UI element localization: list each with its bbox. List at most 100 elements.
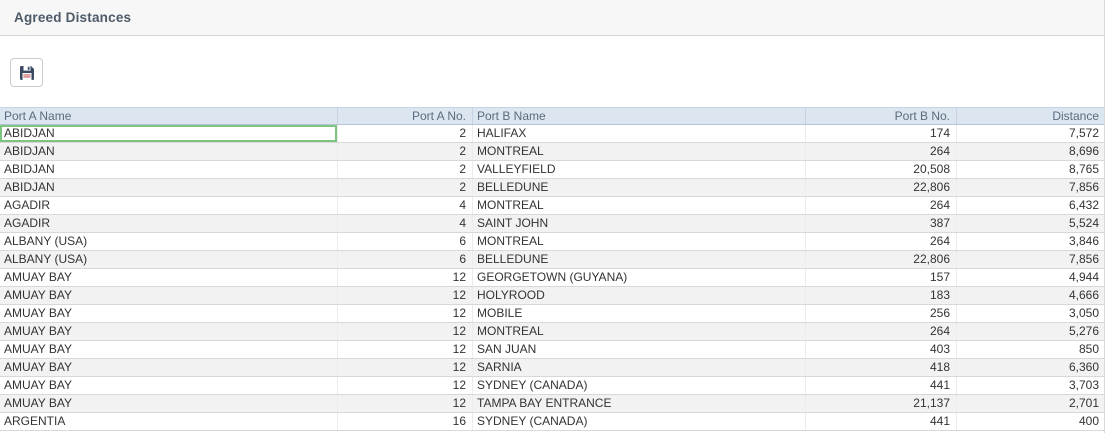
table-row: ALBANY (USA) 6 MONTREAL 264 3,846: [0, 233, 1104, 251]
cell-port-a-no[interactable]: 2: [338, 179, 473, 196]
cell-port-a-no[interactable]: 12: [338, 341, 473, 358]
cell-port-b-no[interactable]: 387: [806, 215, 957, 232]
cell-distance[interactable]: 5,524: [1068, 216, 1099, 230]
cell-distance[interactable]: 4,944: [1068, 270, 1099, 284]
column-header-port-b-name[interactable]: Port B Name: [473, 108, 806, 124]
column-header-port-b-no[interactable]: Port B No.: [806, 108, 957, 124]
cell-port-b-no[interactable]: 21,137: [806, 395, 957, 412]
cell-port-b-name[interactable]: MOBILE: [473, 305, 806, 322]
cell-port-a-no[interactable]: 2: [338, 143, 473, 160]
cell-port-a-no[interactable]: 16: [338, 413, 473, 430]
cell-port-b-name[interactable]: HOLYROOD: [473, 287, 806, 304]
table-row: ABIDJAN 2 BELLEDUNE 22,806 7,856: [0, 179, 1104, 197]
cell-distance[interactable]: 5,276: [1068, 324, 1099, 338]
cell-port-b-name[interactable]: SAN JUAN: [473, 341, 806, 358]
column-header-distance[interactable]: Distance: [1052, 109, 1099, 123]
cell-port-a-no[interactable]: 6: [338, 233, 473, 250]
cell-port-b-no[interactable]: 264: [806, 233, 957, 250]
cell-port-a-no[interactable]: 2: [338, 161, 473, 178]
toolbar: [0, 36, 1104, 107]
cell-port-b-name[interactable]: TAMPA BAY ENTRANCE: [473, 395, 806, 412]
cell-port-a-no[interactable]: 12: [338, 287, 473, 304]
cell-port-b-name[interactable]: SYDNEY (CANADA): [473, 413, 806, 430]
table-row: ALBANY (USA) 6 BELLEDUNE 22,806 7,856: [0, 251, 1104, 269]
table-row: AGADIR 4 SAINT JOHN 387 5,524: [0, 215, 1104, 233]
cell-port-b-no[interactable]: 264: [806, 143, 957, 160]
cell-port-a-name[interactable]: AGADIR: [0, 215, 338, 232]
cell-port-a-name[interactable]: ABIDJAN: [0, 143, 338, 160]
cell-distance[interactable]: 6,432: [1068, 198, 1099, 212]
cell-distance[interactable]: 8,765: [1068, 162, 1099, 176]
cell-port-a-name[interactable]: AMUAY BAY: [0, 287, 338, 304]
cell-port-b-no[interactable]: 183: [806, 287, 957, 304]
cell-port-a-name[interactable]: ALBANY (USA): [0, 251, 338, 268]
cell-port-b-name[interactable]: VALLEYFIELD: [473, 161, 806, 178]
cell-port-a-name[interactable]: ABIDJAN: [0, 179, 338, 196]
cell-port-b-no[interactable]: 22,806: [806, 179, 957, 196]
cell-distance[interactable]: 7,856: [1068, 252, 1099, 266]
cell-port-b-no[interactable]: 174: [806, 125, 957, 142]
cell-port-b-no[interactable]: 441: [806, 377, 957, 394]
cell-distance[interactable]: 7,572: [1068, 126, 1099, 140]
cell-port-b-no[interactable]: 22,806: [806, 251, 957, 268]
table-row: AMUAY BAY 12 TAMPA BAY ENTRANCE 21,137 2…: [0, 395, 1104, 413]
cell-port-a-no[interactable]: 12: [338, 359, 473, 376]
cell-port-b-name[interactable]: SARNIA: [473, 359, 806, 376]
cell-port-b-name[interactable]: GEORGETOWN (GUYANA): [473, 269, 806, 286]
cell-port-b-name[interactable]: MONTREAL: [473, 197, 806, 214]
cell-distance[interactable]: 850: [1078, 342, 1099, 356]
cell-port-b-no[interactable]: 441: [806, 413, 957, 430]
cell-port-a-name[interactable]: AMUAY BAY: [0, 305, 338, 322]
cell-distance[interactable]: 3,050: [1068, 306, 1099, 320]
cell-distance[interactable]: 7,856: [1068, 180, 1099, 194]
cell-port-b-name[interactable]: HALIFAX: [473, 125, 806, 142]
cell-port-a-name[interactable]: ABIDJAN: [0, 161, 338, 178]
cell-port-a-name[interactable]: AMUAY BAY: [0, 269, 338, 286]
cell-port-a-no[interactable]: 12: [338, 323, 473, 340]
table-row: AMUAY BAY 12 SAN JUAN 403 850: [0, 341, 1104, 359]
column-header-port-a-no[interactable]: Port A No.: [338, 108, 473, 124]
cell-port-a-name[interactable]: ARGENTIA: [0, 413, 338, 430]
cell-port-a-name[interactable]: AMUAY BAY: [0, 323, 338, 340]
cell-port-a-no[interactable]: 12: [338, 395, 473, 412]
cell-port-a-no[interactable]: 12: [338, 377, 473, 394]
cell-port-b-no[interactable]: 403: [806, 341, 957, 358]
save-button[interactable]: [10, 58, 43, 87]
cell-port-b-no[interactable]: 256: [806, 305, 957, 322]
cell-port-b-no[interactable]: 264: [806, 197, 957, 214]
cell-port-a-no[interactable]: 12: [338, 305, 473, 322]
cell-port-b-name[interactable]: MONTREAL: [473, 233, 806, 250]
column-header-port-a-name[interactable]: Port A Name: [0, 108, 338, 124]
cell-port-b-name[interactable]: MONTREAL: [473, 143, 806, 160]
cell-distance[interactable]: 3,703: [1068, 378, 1099, 392]
cell-port-a-name[interactable]: AGADIR: [0, 197, 338, 214]
cell-distance[interactable]: 400: [1078, 414, 1099, 428]
cell-distance[interactable]: 2,701: [1068, 396, 1099, 410]
cell-port-a-name[interactable]: AMUAY BAY: [0, 341, 338, 358]
cell-port-a-name[interactable]: ALBANY (USA): [0, 233, 338, 250]
cell-port-b-no[interactable]: 264: [806, 323, 957, 340]
cell-port-a-no[interactable]: 6: [338, 251, 473, 268]
cell-port-a-no[interactable]: 4: [338, 215, 473, 232]
cell-port-b-no[interactable]: 418: [806, 359, 957, 376]
table-row: ABIDJAN 2 HALIFAX 174 7,572: [0, 125, 1104, 143]
cell-port-b-name[interactable]: BELLEDUNE: [473, 251, 806, 268]
cell-port-b-name[interactable]: MONTREAL: [473, 323, 806, 340]
cell-port-a-name[interactable]: ABIDJAN: [0, 125, 338, 142]
cell-distance[interactable]: 4,666: [1068, 288, 1099, 302]
cell-port-b-name[interactable]: SAINT JOHN: [473, 215, 806, 232]
cell-distance[interactable]: 3,846: [1068, 234, 1099, 248]
cell-port-b-name[interactable]: SYDNEY (CANADA): [473, 377, 806, 394]
cell-port-a-name[interactable]: AMUAY BAY: [0, 395, 338, 412]
cell-port-a-name[interactable]: AMUAY BAY: [0, 377, 338, 394]
cell-port-b-no[interactable]: 157: [806, 269, 957, 286]
cell-port-b-name[interactable]: BELLEDUNE: [473, 179, 806, 196]
cell-port-a-name[interactable]: AMUAY BAY: [0, 359, 338, 376]
cell-port-b-no[interactable]: 20,508: [806, 161, 957, 178]
cell-distance[interactable]: 8,696: [1068, 144, 1099, 158]
cell-port-a-no[interactable]: 4: [338, 197, 473, 214]
cell-port-a-no[interactable]: 12: [338, 269, 473, 286]
cell-port-a-no[interactable]: 2: [338, 125, 473, 142]
table-header-row: Port A Name Port A No. Port B Name Port …: [0, 107, 1104, 125]
cell-distance[interactable]: 6,360: [1068, 360, 1099, 374]
